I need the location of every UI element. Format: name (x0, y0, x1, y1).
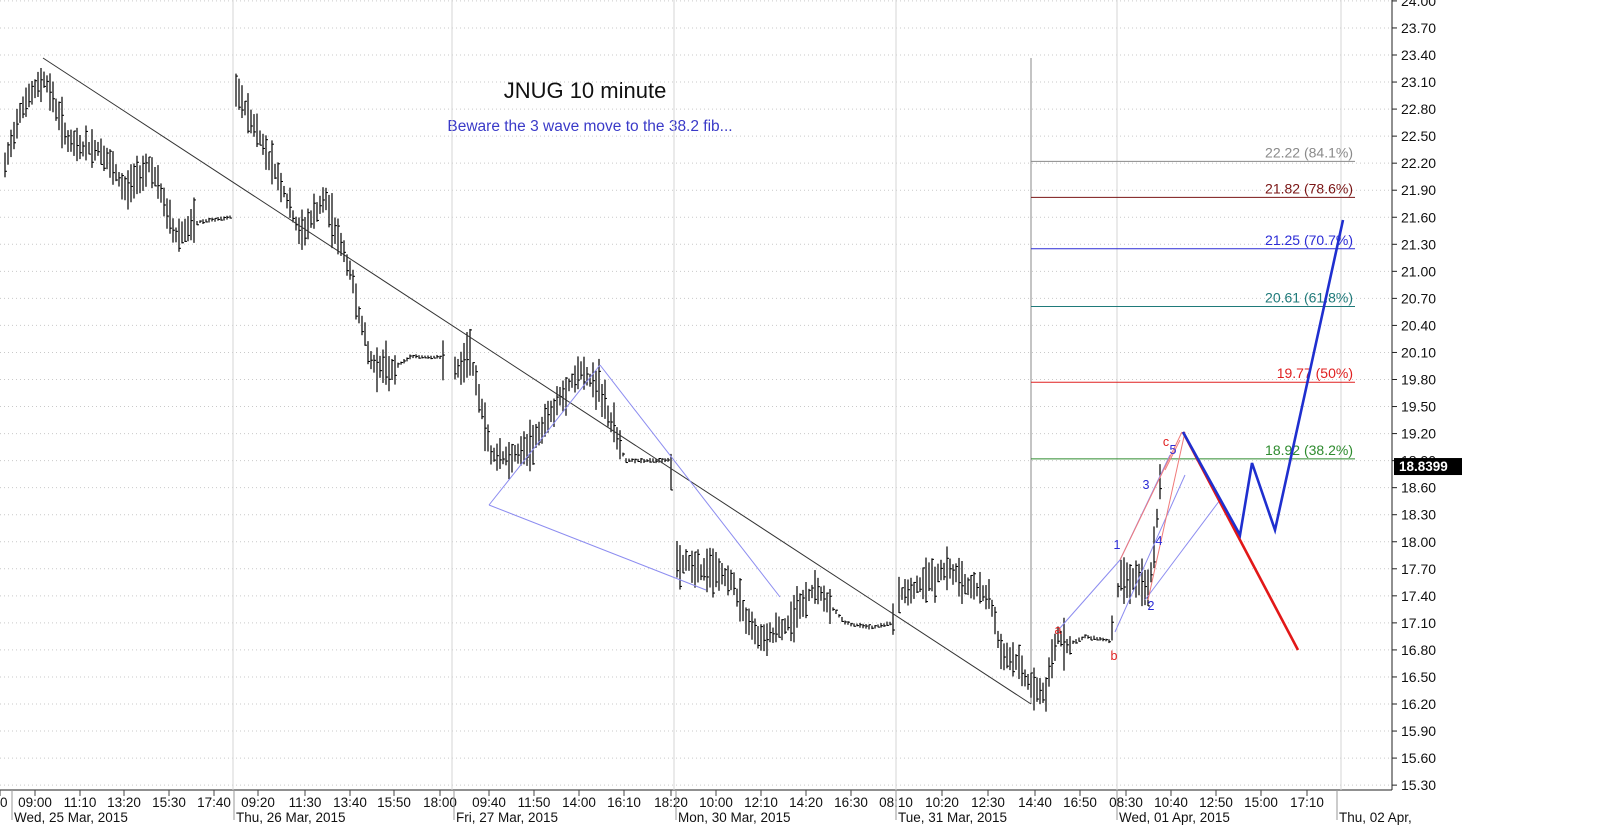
x-tick-label: 10:40 (1154, 795, 1188, 810)
date-label: Fri, 27 Mar, 2015 (456, 810, 558, 825)
x-tick-label: 17:40 (197, 795, 231, 810)
y-tick-label: 24.00 (1401, 0, 1436, 9)
y-tick-label: 17.70 (1401, 561, 1436, 577)
x-tick-label: 11:10 (64, 795, 97, 810)
wave-label: 4 (1156, 534, 1163, 548)
y-tick-label: 19.50 (1401, 399, 1436, 415)
last-price-tag (1394, 458, 1462, 476)
y-tick-label: 16.20 (1401, 696, 1436, 712)
y-tick-label: 19.80 (1401, 372, 1436, 388)
x-tick-label: 14:20 (789, 795, 823, 810)
wave-label: b (1111, 649, 1118, 663)
y-tick-label: 21.90 (1401, 182, 1436, 198)
channel-line (599, 364, 781, 598)
x-tick-label: 17:10 (1290, 795, 1324, 810)
x-tick-label: 12:30 (971, 795, 1005, 810)
channel-line (488, 504, 707, 591)
chart-subtitle: Beware the 3 wave move to the 38.2 fib..… (447, 118, 733, 135)
channel-line (488, 364, 601, 506)
abc-channel-line (1147, 431, 1186, 601)
x-tick-label: 12:50 (1199, 795, 1233, 810)
fib-level-label: 22.22 (84.1%) (1265, 144, 1353, 160)
y-tick-label: 19.20 (1401, 426, 1436, 442)
y-tick-label: 17.40 (1401, 588, 1436, 604)
y-tick-label: 21.30 (1401, 236, 1436, 252)
x-tick-label: 18:00 (423, 795, 457, 810)
x-tick-label: 16:10 (607, 795, 641, 810)
y-tick-label: 23.70 (1401, 20, 1436, 36)
y-tick-label: 22.20 (1401, 155, 1436, 171)
x-tick-label: 16:50 (1063, 795, 1097, 810)
y-tick-label: 21.00 (1401, 263, 1436, 279)
x-tick-label: 09:00 (18, 795, 52, 810)
fib-level-label: 19.77 (50%) (1277, 365, 1353, 381)
wave-label: c (1163, 435, 1169, 449)
y-tick-label: 20.40 (1401, 317, 1436, 333)
x-tick-label: 13:40 (333, 795, 367, 810)
downtrend-line (42, 57, 1032, 705)
x-tick-label: 0 (0, 795, 8, 810)
y-tick-label: 22.50 (1401, 128, 1436, 144)
abc-channel-line (1164, 439, 1181, 471)
x-tick-label: 09:20 (241, 795, 275, 810)
y-tick-label: 15.30 (1401, 777, 1436, 793)
y-tick-label: 21.60 (1401, 209, 1436, 225)
date-label: Thu, 02 Apr, (1339, 810, 1412, 825)
y-tick-label: 15.90 (1401, 723, 1436, 739)
x-tick-label: 09:40 (472, 795, 506, 810)
blue-projection (1181, 219, 1345, 539)
y-tick-label: 20.70 (1401, 290, 1436, 306)
y-tick-label: 18.60 (1401, 480, 1436, 496)
x-tick-label: 15:30 (152, 795, 186, 810)
y-tick-label: 23.10 (1401, 74, 1436, 90)
wave-label: 3 (1143, 478, 1150, 492)
fib-level-label: 18.92 (38.2%) (1265, 442, 1353, 458)
y-tick-label: 18.30 (1401, 507, 1436, 523)
x-tick-label: 15:00 (1244, 795, 1278, 810)
fib-level-label: 21.25 (70.7%) (1265, 232, 1353, 248)
y-tick-label: 16.50 (1401, 669, 1436, 685)
wave-channel-line (1144, 499, 1221, 601)
date-label: Thu, 26 Mar, 2015 (236, 810, 346, 825)
x-tick-label: 08:30 (1109, 795, 1143, 810)
x-tick-label: 13:20 (107, 795, 141, 810)
x-tick-label: 10:20 (925, 795, 959, 810)
abc-channel-line (1119, 431, 1183, 561)
fib-level-label: 21.82 (78.6%) (1265, 180, 1353, 196)
wave-channel-line (1059, 559, 1121, 629)
x-tick-label: 14:40 (1018, 795, 1052, 810)
y-tick-label: 20.10 (1401, 344, 1436, 360)
x-tick-label: 11:50 (518, 795, 551, 810)
date-label: Mon, 30 Mar, 2015 (678, 810, 791, 825)
x-tick-label: 10:00 (699, 795, 733, 810)
x-tick-label: 15:50 (377, 795, 411, 810)
wave-label: 1 (1114, 538, 1121, 552)
x-tick-label: 11:30 (289, 795, 322, 810)
y-tick-label: 16.80 (1401, 642, 1436, 658)
wave-channel-line (1114, 474, 1186, 633)
y-tick-label: 15.60 (1401, 750, 1436, 766)
x-tick-label: 18:20 (654, 795, 688, 810)
y-tick-label: 22.80 (1401, 101, 1436, 117)
x-tick-label: 14:00 (562, 795, 596, 810)
y-tick-label: 23.40 (1401, 47, 1436, 63)
date-label: Wed, 25 Mar, 2015 (14, 810, 128, 825)
x-tick-label: 16:30 (834, 795, 868, 810)
wave-label: a (1055, 623, 1062, 637)
last-price-label: 18.8399 (1399, 459, 1448, 474)
date-label: Wed, 01 Apr, 2015 (1119, 810, 1230, 825)
x-tick-label: 12:10 (744, 795, 778, 810)
y-tick-label: 17.10 (1401, 615, 1436, 631)
y-tick-label: 18.00 (1401, 534, 1436, 550)
wave-label: 2 (1148, 599, 1155, 613)
date-label: Tue, 31 Mar, 2015 (898, 810, 1007, 825)
fib-level-label: 20.61 (61.8%) (1265, 289, 1353, 305)
wave-label: 5 (1170, 443, 1177, 457)
